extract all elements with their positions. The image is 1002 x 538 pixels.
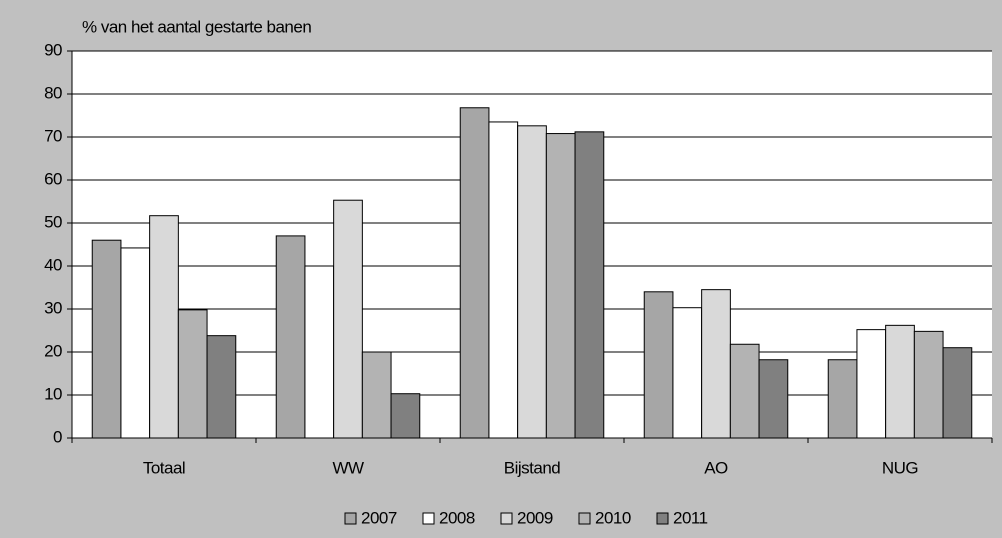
bar — [333, 199, 363, 439]
bar — [827, 359, 858, 439]
y-tick-label: 40 — [44, 255, 62, 274]
bar — [120, 247, 151, 439]
bar — [275, 235, 306, 439]
y-tick-label: 0 — [53, 427, 62, 446]
bar — [390, 393, 421, 439]
y-tick-label: 50 — [44, 212, 62, 231]
y-tick-label: 90 — [44, 40, 62, 59]
y-tick-label: 60 — [44, 169, 62, 188]
bar — [459, 107, 490, 439]
y-tick-label: 80 — [44, 83, 62, 102]
legend-label: 2007 — [361, 508, 397, 527]
legend-label: 2008 — [439, 508, 475, 527]
bar — [758, 359, 789, 439]
bar — [729, 343, 760, 439]
y-tick-label: 10 — [44, 384, 62, 403]
bar — [701, 289, 731, 439]
x-tick-label: Totaal — [143, 458, 185, 477]
bar — [913, 330, 944, 439]
legend-swatch — [578, 512, 591, 525]
x-tick-label: Bijstand — [504, 458, 561, 477]
y-tick-label: 30 — [44, 298, 62, 317]
bar — [643, 291, 674, 439]
bar — [672, 307, 703, 439]
legend-label: 2010 — [595, 508, 631, 527]
bar — [574, 131, 605, 439]
y-axis-label: % van het aantal gestarte banen — [82, 17, 311, 36]
y-tick-label: 20 — [44, 341, 62, 360]
bar — [177, 309, 208, 439]
bar — [361, 351, 392, 439]
bar — [91, 239, 122, 439]
bar — [942, 347, 973, 439]
bar — [545, 133, 576, 439]
x-tick-label: AO — [704, 458, 728, 477]
legend-swatch — [656, 512, 669, 525]
bar — [856, 329, 887, 439]
bar — [206, 335, 237, 439]
bar — [488, 121, 519, 439]
legend-swatch — [344, 512, 357, 525]
bar — [304, 265, 335, 439]
bar — [885, 324, 915, 439]
legend-label: 2009 — [517, 508, 553, 527]
legend-swatch — [422, 512, 435, 525]
x-tick-label: NUG — [882, 458, 918, 477]
x-tick-label: WW — [332, 458, 364, 477]
y-tick-label: 70 — [44, 126, 62, 145]
bar — [149, 215, 179, 439]
bar — [517, 125, 547, 439]
legend-swatch — [500, 512, 513, 525]
legend-label: 2011 — [673, 508, 708, 527]
